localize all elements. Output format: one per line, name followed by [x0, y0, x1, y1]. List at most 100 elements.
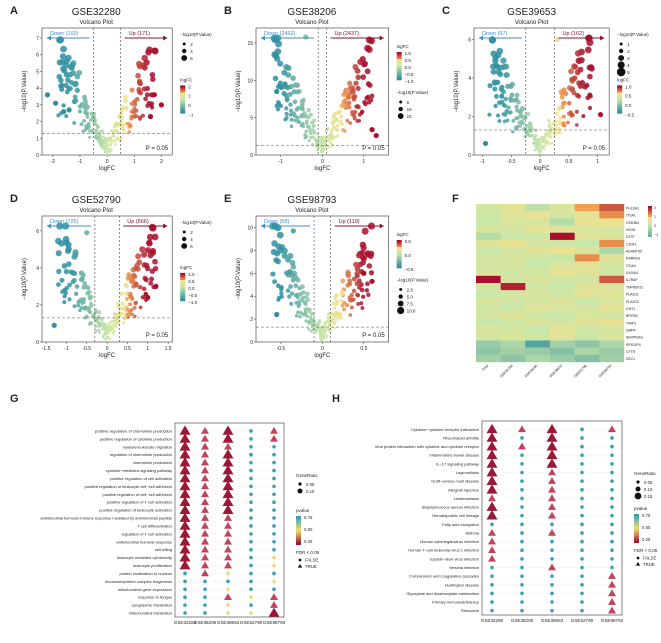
- volcano-point: [299, 311, 303, 315]
- heatmap-legend-swatch: [648, 234, 652, 237]
- volcano-point: [323, 322, 327, 326]
- heatmap-row-label: RARRES: [626, 257, 641, 261]
- term-label: cytoplasmic translation: [132, 603, 172, 608]
- column-label: GSE98793: [601, 618, 624, 623]
- triangle-marker: [222, 449, 234, 459]
- triangle-marker: [201, 434, 209, 442]
- volcano-point: [74, 284, 80, 289]
- volcano-point: [78, 297, 83, 302]
- volcano-point: [55, 250, 62, 257]
- volcano-point: [88, 320, 92, 325]
- x-axis-label: logFC: [314, 353, 331, 359]
- heatmap-row-label: PLA2G1: [626, 293, 639, 297]
- color-legend-swatch: [634, 518, 639, 522]
- triangle-marker: [486, 458, 498, 468]
- triangle-marker: [548, 563, 556, 571]
- color-legend-swatch: [396, 56, 402, 60]
- volcano-point: [284, 111, 289, 116]
- circle-marker: [520, 436, 524, 440]
- color-legend-label: 1.0: [405, 51, 412, 56]
- circle-marker: [550, 600, 554, 604]
- color-legend-swatch: [180, 87, 186, 91]
- volcano-point: [56, 268, 62, 275]
- heatmap-cell: [525, 247, 551, 255]
- volcano-point: [504, 72, 510, 78]
- color-legend-swatch: [634, 516, 639, 519]
- color-legend-swatch: [180, 298, 186, 302]
- circle-marker: [580, 505, 584, 509]
- volcano-point: [346, 100, 352, 106]
- column-label: GSE38206: [194, 620, 217, 625]
- heatmap-cell: [599, 354, 625, 363]
- volcano-panel-a: A GSE32280 Volcano Plot -2 -1 0 1 2 0 1 2 3 4 5 6 7 logF…: [10, 5, 212, 172]
- volcano-point: [323, 333, 327, 337]
- triangle-marker: [179, 536, 191, 546]
- circle-marker: [520, 462, 524, 466]
- triangle-marker: [548, 528, 556, 536]
- volcano-point: [101, 327, 105, 331]
- color-legend-swatch: [396, 242, 402, 245]
- heatmap-col-label: GSE98793: [598, 364, 613, 379]
- circle-marker: [520, 548, 524, 553]
- triangle-marker: [179, 472, 191, 483]
- circle-marker: [520, 565, 524, 570]
- volcano-point: [282, 81, 288, 87]
- volcano-point: [94, 134, 98, 138]
- color-legend-swatch: [617, 94, 623, 98]
- circle-marker: [183, 571, 187, 576]
- triangle-marker: [201, 545, 209, 553]
- volcano-point: [350, 110, 355, 115]
- volcano-point: [144, 92, 150, 98]
- color-legend-label: 0.25: [304, 539, 313, 544]
- color-legend-title: logFC: [180, 77, 193, 82]
- heatmap-legend-swatch: [648, 219, 652, 222]
- size-legend-label: 6: [190, 244, 193, 249]
- volcano-point: [103, 148, 106, 151]
- volcano-point: [122, 94, 128, 100]
- volcano-point: [497, 119, 502, 123]
- p-threshold-label: P = 0.05: [146, 146, 169, 152]
- volcano-point: [336, 134, 340, 138]
- term-label: positive regulation of cell−cell adhesio…: [103, 492, 173, 497]
- heatmap-cell: [550, 297, 575, 305]
- x-tick-label: -2: [51, 159, 56, 165]
- heatmap-cell: [500, 290, 526, 298]
- volcano-point: [144, 265, 151, 272]
- triangle-marker: [179, 433, 191, 443]
- volcano-point: [369, 127, 375, 133]
- heatmap-cell: [525, 318, 551, 327]
- triangle-marker: [224, 442, 232, 450]
- volcano-point: [311, 320, 315, 324]
- volcano-point: [65, 54, 72, 62]
- panel-plot-title: Volcano Plot: [80, 20, 114, 26]
- volcano-point: [275, 40, 283, 48]
- heatmap-cell: [476, 204, 501, 212]
- p-threshold-label: P = 0.05: [362, 333, 385, 339]
- circle-marker: [272, 563, 276, 568]
- heatmap-cell: [574, 239, 600, 248]
- volcano-point: [70, 70, 77, 76]
- heatmap-cell: [550, 232, 575, 241]
- volcano-point: [293, 293, 299, 298]
- volcano-point: [150, 92, 156, 98]
- x-tick-label: 1: [133, 159, 136, 165]
- circle-marker: [249, 563, 253, 568]
- volcano-point: [308, 112, 313, 117]
- column-label: GSE32280: [174, 620, 197, 625]
- volcano-point: [338, 119, 343, 124]
- volcano-point: [569, 87, 575, 93]
- volcano-point: [534, 141, 538, 145]
- volcano-point: [354, 281, 360, 287]
- triangle-marker: [224, 529, 232, 537]
- y-tick-label: 4: [36, 86, 39, 92]
- circle-marker: [610, 444, 614, 449]
- volcano-point: [348, 313, 353, 317]
- volcano-point: [70, 279, 76, 285]
- circle-marker: [272, 587, 276, 592]
- volcano-point: [132, 305, 137, 310]
- term-label: Ribosome: [461, 608, 480, 613]
- volcano-point: [544, 142, 548, 145]
- color-legend-swatch: [396, 63, 402, 67]
- color-legend-label: 0.0: [625, 103, 632, 108]
